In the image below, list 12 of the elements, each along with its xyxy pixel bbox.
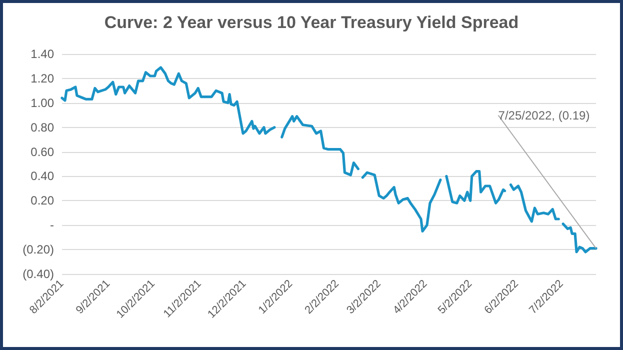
y-tick-label: 0.60 (30, 144, 54, 159)
y-tick-label: 1.40 (30, 47, 54, 61)
y-tick-label: 1.00 (30, 96, 54, 110)
annotation: 7/25/2022, (0.19) (498, 108, 590, 122)
y-tick-label: (0.40) (22, 267, 54, 281)
y-tick-label: 1.20 (30, 71, 54, 86)
y-tick-label: 0.20 (30, 194, 54, 208)
y-tick-label: 0.40 (30, 169, 54, 184)
y-tick-label: - (50, 218, 54, 232)
chart-title: Curve: 2 Year versus 10 Year Treasury Yield Spread (104, 13, 519, 32)
y-tick-label: (0.20) (22, 242, 54, 257)
y-tick-label: 0.80 (30, 120, 54, 134)
